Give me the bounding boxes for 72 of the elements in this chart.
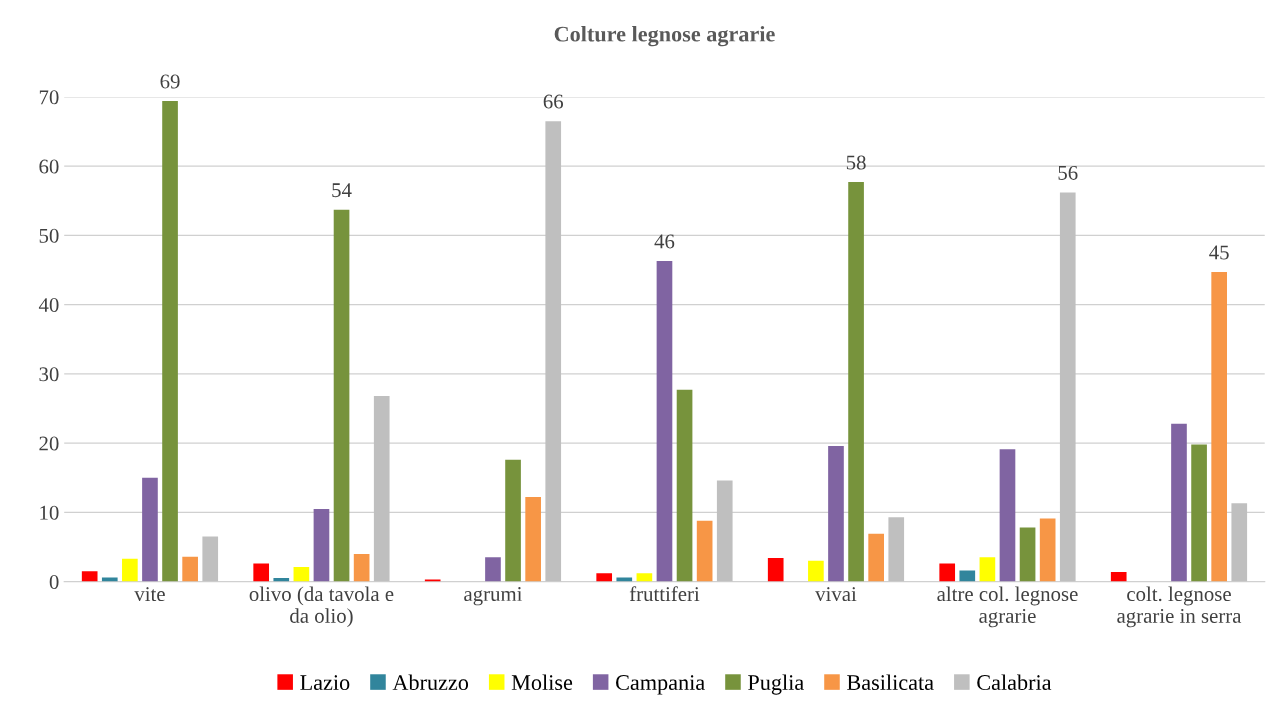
bar	[767, 558, 784, 582]
data-label: 58	[846, 155, 866, 170]
bar	[253, 563, 270, 582]
bar	[505, 459, 521, 582]
bar	[353, 553, 370, 582]
data-label: 69	[160, 74, 180, 89]
x-tick-label: vivai	[815, 587, 857, 602]
legend-label: Abruzzo	[392, 674, 469, 691]
x-tick-label: fruttiferi	[629, 586, 700, 602]
bar	[596, 573, 613, 582]
bar	[828, 445, 844, 582]
bar	[1191, 444, 1207, 582]
x-tick-label: olivo (da tavola e da olio)	[249, 586, 394, 628]
legend-label: Lazio	[300, 675, 350, 691]
bar	[1171, 423, 1187, 582]
bar	[373, 396, 390, 582]
y-tick-label: 20	[39, 436, 59, 451]
data-label: 56	[1058, 165, 1078, 180]
x-tick-label: altre col. legnose agrarie	[937, 586, 1078, 628]
bar	[1110, 571, 1127, 582]
bar	[696, 520, 713, 582]
bar	[716, 480, 733, 582]
bar	[1019, 527, 1036, 582]
bar	[122, 558, 138, 582]
bar	[182, 556, 198, 582]
y-tick-label: 70	[39, 90, 59, 105]
bar	[1211, 272, 1227, 582]
bar	[293, 567, 310, 582]
bar	[848, 182, 864, 582]
bar	[162, 101, 178, 582]
legend-label: Puglia	[748, 674, 804, 695]
bar	[333, 209, 350, 582]
bar	[142, 477, 158, 582]
bar	[101, 577, 118, 582]
bar	[868, 533, 884, 582]
data-label: 66	[543, 94, 564, 109]
bar	[939, 563, 956, 582]
y-tick-label: 30	[39, 367, 59, 382]
y-tick-label: 40	[38, 298, 59, 313]
bar	[676, 389, 693, 582]
bar	[81, 571, 98, 582]
y-tick-label: 50	[39, 228, 59, 243]
y-tick-label: 10	[40, 505, 59, 520]
bar	[525, 497, 541, 582]
x-tick-label: agrumi	[464, 587, 523, 606]
x-tick-label: colt. legnose agrarie in serra	[1117, 586, 1242, 628]
bar	[999, 449, 1016, 582]
legend-label: Molise	[511, 674, 573, 691]
legend-label: Basilicata	[847, 674, 934, 691]
x-tick-label: vite	[134, 587, 165, 602]
bar	[636, 573, 653, 582]
bar	[1059, 192, 1076, 582]
data-label: 45	[1209, 245, 1229, 260]
data-label: 46	[654, 234, 675, 249]
bar	[485, 557, 501, 582]
legend-label: Calabria	[977, 674, 1052, 691]
bar	[979, 557, 996, 582]
bar	[888, 517, 905, 582]
bar	[313, 508, 330, 582]
data-label: 54	[332, 183, 352, 198]
bar	[545, 121, 562, 582]
bar	[959, 570, 976, 582]
y-tick-label: 0	[49, 574, 59, 590]
bar	[656, 261, 673, 582]
y-tick-label: 60	[39, 159, 59, 174]
bar	[808, 560, 824, 582]
legend-label: Campania	[616, 675, 705, 695]
bar	[1039, 518, 1056, 582]
chart-title: Colture legnose agrarie	[554, 25, 775, 47]
bar	[202, 536, 219, 582]
bar	[1231, 503, 1248, 582]
bar	[616, 577, 633, 582]
